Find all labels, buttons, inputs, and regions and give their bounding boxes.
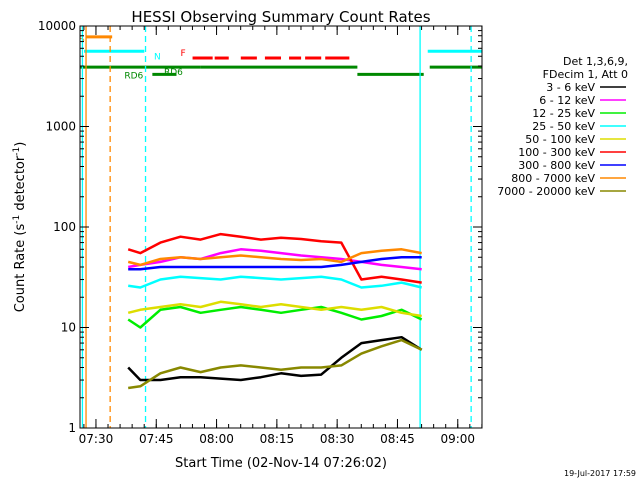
x-tick-label: 08:30 xyxy=(320,432,355,446)
y-tick-label: 10000 xyxy=(38,19,76,33)
series-lines xyxy=(127,232,423,390)
y-axis: 1 10 100 1000 10000 xyxy=(38,19,482,435)
x-tick-label: 08:00 xyxy=(199,432,234,446)
series-line xyxy=(128,256,422,271)
x-tick-label: 07:45 xyxy=(139,432,174,446)
legend-entry-label: 12 - 25 keV xyxy=(532,107,595,120)
series-line xyxy=(127,335,423,382)
y-tick-label: 1 xyxy=(68,421,76,435)
vertical-markers xyxy=(81,26,472,428)
legend-entry-label: 7000 - 20000 keV xyxy=(497,185,595,198)
series-line xyxy=(127,305,423,329)
x-axis-label: Start Time (02-Nov-14 07:26:02) xyxy=(175,456,387,471)
series-line xyxy=(127,300,422,318)
legend-entry-label: 50 - 100 keV xyxy=(525,133,595,146)
x-tick-label: 07:30 xyxy=(79,432,114,446)
series-line xyxy=(127,232,422,284)
legend-entry-label: 300 - 800 keV xyxy=(518,159,595,172)
footer-date: 19-Jul-2017 17:59 xyxy=(564,469,636,478)
state-bar-label: N xyxy=(154,52,161,62)
legend-header: FDecim 1, Att 0 xyxy=(543,68,628,81)
x-tick-label: 08:15 xyxy=(260,432,295,446)
legend-entry-label: 6 - 12 keV xyxy=(539,94,595,107)
series-line xyxy=(128,275,422,289)
legend-entry-label: 800 - 7000 keV xyxy=(511,172,595,185)
legend-entry-label: 3 - 6 keV xyxy=(546,81,595,94)
x-tick-label: 09:00 xyxy=(440,432,475,446)
series-line xyxy=(127,248,422,271)
x-tick-label: 08:45 xyxy=(380,432,415,446)
legend-header: Det 1,3,6,9, xyxy=(563,55,628,68)
state-bar-label: F xyxy=(181,49,186,59)
series-line xyxy=(127,248,422,267)
plot-frame xyxy=(79,25,483,429)
legend-entry-label: 25 - 50 keV xyxy=(532,120,595,133)
series-line xyxy=(128,338,423,390)
y-tick-label: 100 xyxy=(53,220,76,234)
y-tick-label: 1000 xyxy=(45,120,76,134)
state-bar-label: RD6 xyxy=(124,71,143,81)
x-axis: 07:30 07:45 08:00 08:15 08:30 08:45 09:00 xyxy=(79,26,483,446)
chart-title: HESSI Observing Summary Count Rates xyxy=(131,8,430,26)
legend-entry-label: 100 - 300 keV xyxy=(518,146,595,159)
state-bars: SNFRD6RD6 xyxy=(79,35,482,81)
y-tick-label: 10 xyxy=(61,321,76,335)
y-axis-label: Count Rate (s-1 detector-1) xyxy=(12,142,28,313)
